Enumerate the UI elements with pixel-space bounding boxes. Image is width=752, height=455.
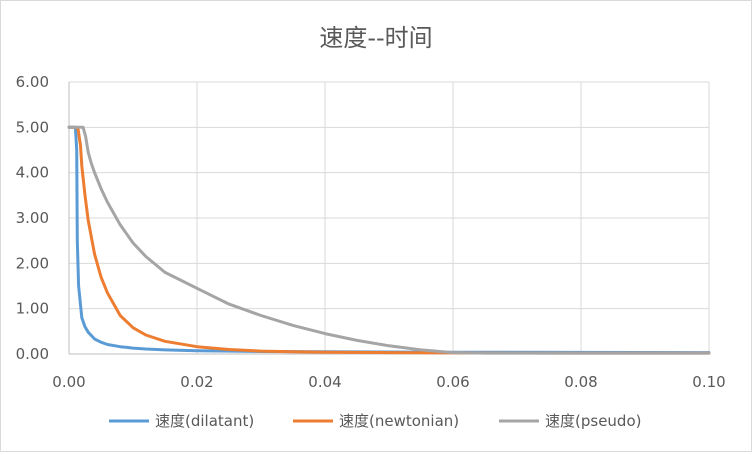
- gridlines: [69, 81, 710, 354]
- series-line-0: [67, 125, 711, 355]
- y-tick-label: 0.00: [16, 345, 49, 363]
- x-axis-ticks: 0.00 0.02 0.04 0.06 0.08 0.10: [52, 373, 725, 391]
- x-tick-label: 0.10: [692, 373, 725, 391]
- series-line-1: [67, 125, 711, 355]
- chart-title: 速度--时间: [319, 24, 432, 52]
- legend-label: 速度(pseudo): [545, 412, 641, 430]
- y-tick-label: 6.00: [16, 73, 49, 91]
- y-axis-ticks: 0.00 1.00 2.00 3.00 4.00 5.00 6.00: [16, 73, 49, 363]
- legend-label: 速度(dilatant): [155, 412, 254, 430]
- series-lines: [67, 125, 711, 355]
- legend-label: 速度(newtonian): [339, 412, 459, 430]
- x-tick-label: 0.04: [308, 373, 341, 391]
- series-line-2: [67, 125, 711, 355]
- y-tick-label: 4.00: [16, 164, 49, 182]
- x-tick-label: 0.02: [180, 373, 213, 391]
- y-tick-label: 2.00: [16, 254, 49, 272]
- y-tick-label: 1.00: [16, 300, 49, 318]
- x-tick-label: 0.06: [436, 373, 469, 391]
- x-tick-label: 0.00: [52, 373, 85, 391]
- y-tick-label: 3.00: [16, 209, 49, 227]
- y-tick-label: 5.00: [16, 118, 49, 136]
- legend: 速度(dilatant) 速度(newtonian) 速度(pseudo): [109, 412, 641, 430]
- x-tick-label: 0.08: [564, 373, 597, 391]
